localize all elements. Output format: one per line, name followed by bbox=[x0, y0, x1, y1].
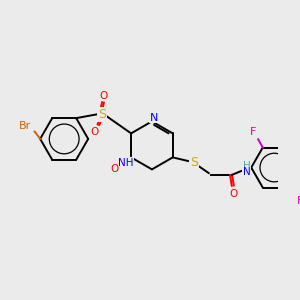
Text: F: F bbox=[250, 127, 257, 137]
Text: H: H bbox=[243, 161, 250, 171]
Text: NH: NH bbox=[118, 158, 133, 168]
Text: O: O bbox=[110, 164, 118, 174]
Text: Br: Br bbox=[19, 121, 32, 131]
Text: F: F bbox=[296, 196, 300, 206]
Text: O: O bbox=[91, 127, 99, 137]
Text: N: N bbox=[243, 167, 250, 177]
Text: S: S bbox=[98, 108, 106, 121]
Text: N: N bbox=[150, 113, 158, 123]
Text: O: O bbox=[230, 189, 238, 199]
Text: S: S bbox=[190, 156, 198, 170]
Text: O: O bbox=[100, 91, 108, 101]
